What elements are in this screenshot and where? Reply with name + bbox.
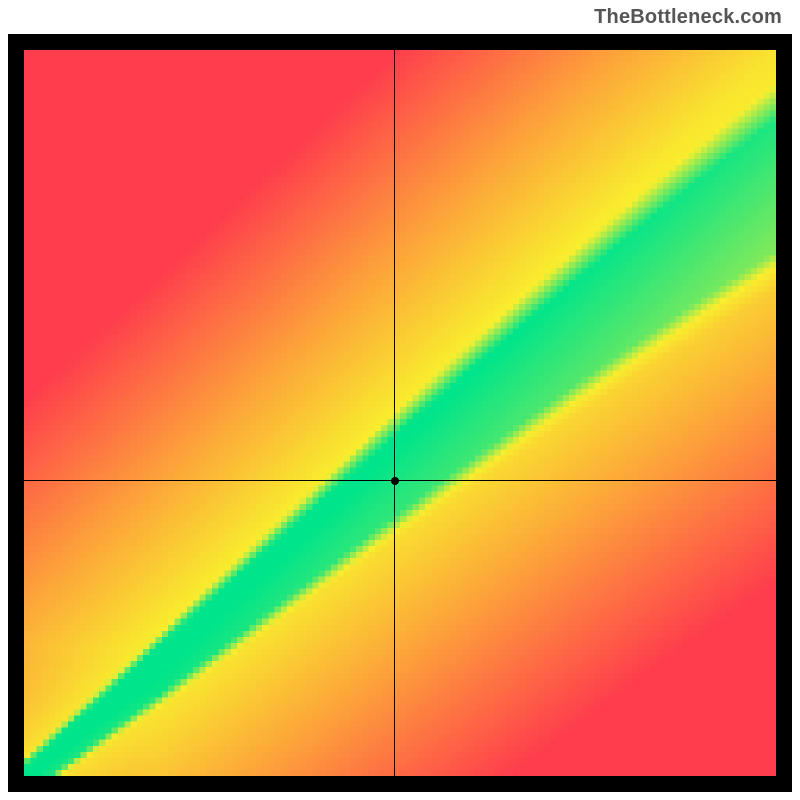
attribution-text: TheBottleneck.com — [594, 6, 782, 29]
chart-container: TheBottleneck.com — [0, 0, 800, 800]
plot-area — [24, 50, 776, 776]
heatmap-canvas — [24, 50, 776, 776]
crosshair-vertical — [394, 50, 395, 776]
data-point-marker — [391, 477, 399, 485]
chart-frame — [8, 34, 792, 792]
crosshair-horizontal — [24, 480, 776, 481]
